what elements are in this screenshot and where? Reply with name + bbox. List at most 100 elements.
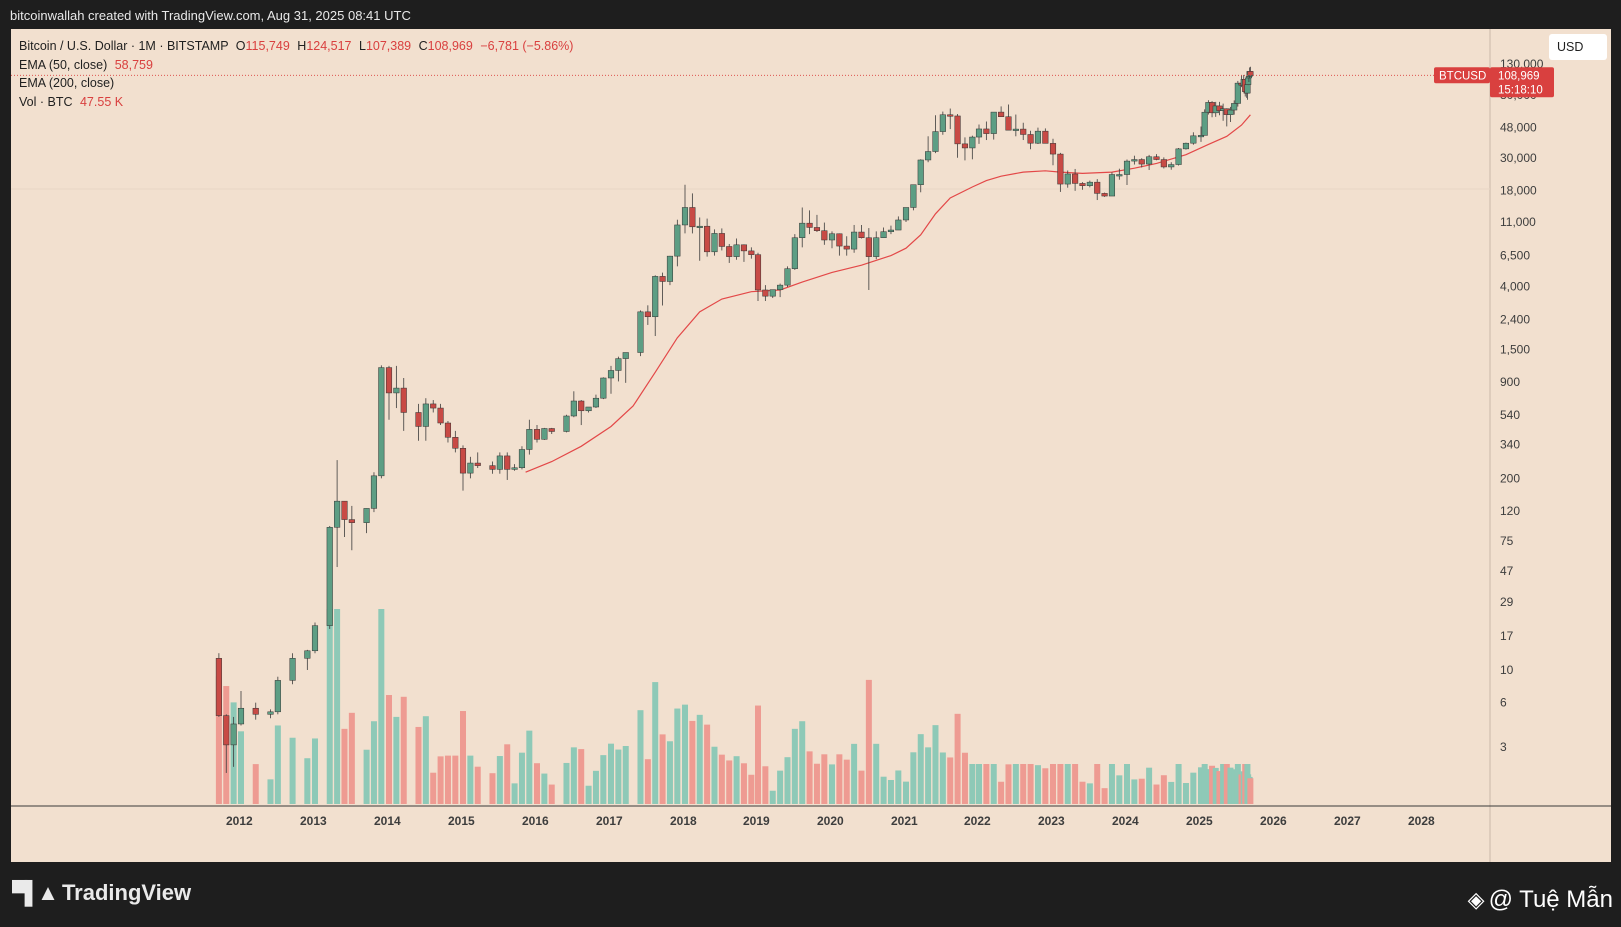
volume-bar <box>983 764 990 804</box>
price-tick-label: 18,000 <box>1500 183 1537 197</box>
candle-body <box>526 429 533 450</box>
volume-bar <box>548 784 555 804</box>
volume-bar <box>267 779 274 804</box>
candle-body <box>1064 173 1071 185</box>
volume-bar <box>622 746 629 804</box>
candle-body <box>711 233 718 253</box>
symbol-tag <box>1434 67 1490 84</box>
volume-bar <box>1050 764 1056 804</box>
candle-body <box>215 658 222 716</box>
volume-bar <box>474 766 481 804</box>
candle-body <box>762 289 769 297</box>
price-tick-label: 6 <box>1500 696 1507 710</box>
candle-body <box>887 229 895 232</box>
volume-bar <box>969 764 976 804</box>
ema200-row[interactable]: EMA (200, close) <box>19 74 573 93</box>
candle-body <box>252 707 259 715</box>
candle-body <box>969 136 976 149</box>
time-tick-label: 2024 <box>1112 814 1139 828</box>
candle-body <box>1131 159 1138 162</box>
volume-bar <box>1201 764 1208 804</box>
binance-diamond-icon: ◈ <box>1467 887 1485 912</box>
currency-selector[interactable]: USD <box>1549 34 1607 60</box>
candle-body <box>1020 128 1027 135</box>
candle-body <box>607 370 615 379</box>
volume-bar <box>563 762 570 804</box>
candle-body <box>659 276 666 282</box>
volume-row[interactable]: Vol · BTC 47.55 K <box>19 93 573 112</box>
volume-bar <box>799 721 806 804</box>
volume-bar <box>711 746 718 804</box>
volume-bar <box>1190 772 1197 804</box>
volume-bar <box>652 682 659 804</box>
volume-bar <box>496 756 503 804</box>
volume-bar <box>791 728 798 804</box>
volume-bar <box>748 774 755 804</box>
volume-bar <box>1160 775 1167 804</box>
candle-body <box>585 406 592 412</box>
candle-body <box>851 231 858 250</box>
price-tick-label: 3 <box>1500 740 1507 754</box>
symbol-row[interactable]: Bitcoin / U.S. Dollar · 1M · BITSTAMP O1… <box>19 37 573 56</box>
price-chart[interactable]: 130,00080,00048,00030,00018,00011,0006,5… <box>11 29 1611 862</box>
volume-bar <box>1057 764 1064 804</box>
volume-bar <box>415 726 422 804</box>
candle-body <box>983 128 990 134</box>
volume-bar <box>608 743 614 804</box>
candle-body <box>341 500 348 520</box>
candle-body <box>326 527 333 626</box>
volume-bar <box>740 763 747 804</box>
volume-bar <box>534 763 540 804</box>
volume-bar <box>1209 765 1216 804</box>
volume-bar <box>880 776 887 804</box>
candle-body <box>370 475 378 509</box>
volume-bar <box>1005 764 1012 804</box>
candle-body <box>267 711 274 715</box>
candle-body <box>998 111 1005 117</box>
price-tag-countdown: 15:18:10 <box>1498 84 1543 96</box>
volume-bar <box>961 752 968 804</box>
volume-bar <box>947 757 954 804</box>
candle-body <box>422 403 429 427</box>
candle-body <box>975 128 983 138</box>
candle-body <box>865 237 872 257</box>
volume-bar <box>873 743 880 804</box>
candle-body <box>1072 173 1079 184</box>
candle-body <box>666 255 674 282</box>
candle-body <box>474 462 481 466</box>
candle-body <box>467 462 474 474</box>
ohlc-low: L107,389 <box>358 39 412 53</box>
price-tick-label: 17 <box>1500 629 1514 643</box>
ema50-row[interactable]: EMA (50, close) 58,759 <box>19 56 573 75</box>
volume-bar <box>304 758 311 804</box>
candle-body <box>415 412 422 427</box>
chart-frame[interactable]: 130,00080,00048,00030,00018,00011,0006,5… <box>11 29 1611 862</box>
volume-bar <box>829 764 835 804</box>
candle-body <box>489 465 496 470</box>
volume-bar <box>925 747 932 804</box>
ema200-label: EMA (200, close) <box>19 76 115 90</box>
volume-bar <box>895 770 902 804</box>
candle-body <box>237 707 245 725</box>
volume-bar <box>910 752 917 804</box>
candle-body <box>828 233 836 241</box>
volume-bar <box>430 772 437 804</box>
volume-bar <box>1094 764 1101 804</box>
volume-label: Vol · BTC <box>19 94 73 109</box>
volume-bar <box>666 741 673 804</box>
volume-bar <box>762 766 769 804</box>
candle-body <box>400 387 407 413</box>
tradingview-logo[interactable]: ▀▌▲ TradingView <box>12 880 191 906</box>
volume-bar <box>990 764 997 804</box>
volume-bar <box>1175 764 1182 804</box>
volume-bar <box>578 749 585 804</box>
volume-bar <box>326 609 333 804</box>
candle-body <box>696 225 703 228</box>
volume-bar <box>215 676 222 804</box>
volume-bar <box>378 609 385 804</box>
time-tick-label: 2016 <box>522 814 549 828</box>
candle-body <box>1123 160 1131 175</box>
candle-body <box>1153 156 1160 160</box>
candle-body <box>311 625 319 652</box>
candle-body <box>939 114 946 132</box>
